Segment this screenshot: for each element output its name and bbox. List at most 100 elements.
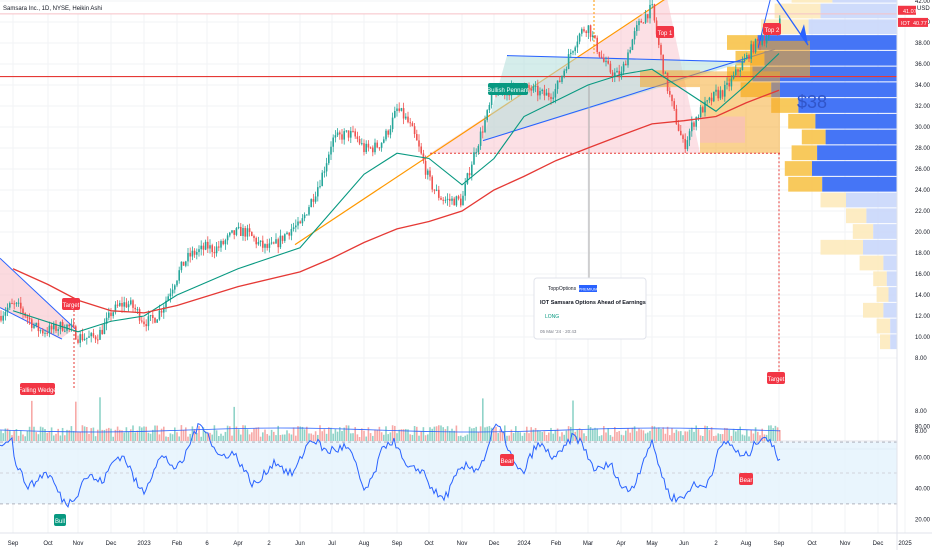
volume-bar bbox=[94, 436, 97, 441]
volume-bar bbox=[721, 434, 724, 441]
candle-body bbox=[717, 89, 719, 99]
volume-bar bbox=[174, 427, 176, 441]
volume-bar bbox=[391, 425, 394, 441]
candle-body bbox=[127, 304, 130, 308]
volume-bar bbox=[506, 435, 508, 441]
candle-body bbox=[167, 296, 169, 301]
volume-bar bbox=[81, 425, 84, 441]
time-tick-label: Sep bbox=[8, 541, 19, 547]
volume-bar bbox=[768, 425, 770, 441]
candle-body bbox=[660, 44, 662, 55]
volume-bar bbox=[640, 429, 642, 441]
time-tick-label: 2 bbox=[267, 541, 271, 547]
candle-body bbox=[356, 136, 359, 139]
time-tick-label: Dec bbox=[106, 541, 117, 547]
volume-bar bbox=[484, 427, 486, 441]
candle-body bbox=[451, 198, 453, 201]
volume-profile-bar bbox=[883, 302, 897, 318]
volume-profile-bar bbox=[883, 255, 897, 271]
candle-body bbox=[724, 84, 726, 97]
volume-profile-bar bbox=[774, 3, 821, 19]
volume-bar bbox=[204, 431, 207, 441]
volume-profile-bar bbox=[863, 302, 884, 318]
currency-label: USD bbox=[917, 6, 930, 12]
volume-bar bbox=[746, 430, 748, 441]
candle-body bbox=[721, 90, 724, 97]
candle-body bbox=[68, 324, 70, 327]
volume-bar bbox=[218, 436, 220, 441]
volume-profile-bar bbox=[815, 113, 897, 129]
candle-body bbox=[187, 252, 189, 262]
volume-bar bbox=[70, 426, 73, 441]
volume-bar bbox=[209, 432, 211, 441]
price-tick-label: 20.00 bbox=[915, 230, 931, 236]
candle-body bbox=[231, 230, 233, 233]
volume-bar bbox=[519, 432, 521, 441]
candle-body bbox=[614, 72, 616, 77]
volume-bar bbox=[427, 434, 429, 441]
volume-bar bbox=[253, 428, 255, 441]
volume-bar bbox=[119, 429, 121, 441]
volume-bar bbox=[187, 436, 189, 441]
candle-body bbox=[567, 54, 570, 69]
volume-bar bbox=[301, 426, 304, 441]
candle-body bbox=[196, 252, 198, 255]
candle-body bbox=[385, 130, 387, 140]
volume-bar bbox=[299, 426, 301, 441]
volume-bar bbox=[730, 435, 733, 441]
volume-bar bbox=[396, 433, 398, 441]
projection-arrow-head bbox=[800, 24, 808, 46]
volume-bar bbox=[39, 426, 42, 441]
candle-body bbox=[706, 100, 708, 102]
volume-bar bbox=[748, 436, 750, 441]
candle-body bbox=[759, 40, 761, 45]
candle-body bbox=[446, 198, 449, 200]
candle-body bbox=[732, 75, 735, 79]
volume-bar bbox=[479, 426, 482, 441]
volume-bar bbox=[554, 430, 557, 441]
volume-bar bbox=[185, 427, 187, 441]
volume-bar bbox=[585, 436, 587, 441]
volume-bar bbox=[378, 426, 381, 441]
volume-bar bbox=[306, 426, 308, 441]
candle-body bbox=[424, 160, 427, 175]
volume-bar bbox=[361, 428, 363, 441]
price-tick-label: 16.00 bbox=[915, 272, 931, 278]
volume-bar bbox=[26, 430, 29, 441]
volume-profile-bar bbox=[846, 192, 897, 208]
volume-bar bbox=[286, 430, 288, 441]
volume-bar bbox=[42, 427, 44, 441]
candle-body bbox=[33, 325, 35, 328]
volume-bar bbox=[255, 427, 257, 441]
volume-bar bbox=[702, 435, 704, 441]
wedge-upper-line bbox=[0, 257, 76, 329]
volume-bar bbox=[284, 434, 286, 441]
candle-body bbox=[631, 39, 634, 50]
volume-bar bbox=[105, 428, 108, 441]
candle-body bbox=[581, 29, 583, 34]
candle-body bbox=[638, 21, 640, 26]
volume-bar bbox=[33, 426, 35, 441]
volume-bar bbox=[297, 426, 299, 441]
idea-author: ToppOptions bbox=[548, 286, 577, 292]
volume-bar bbox=[642, 430, 645, 441]
volume-bar bbox=[600, 435, 603, 441]
candle-body bbox=[583, 29, 585, 32]
candle-body bbox=[94, 336, 97, 340]
volume-bar bbox=[141, 427, 143, 441]
volume-bar bbox=[440, 425, 442, 441]
candle-body bbox=[433, 189, 436, 191]
target-label: Target bbox=[62, 298, 80, 310]
candle-body bbox=[748, 55, 750, 60]
price-tick-label: 28.00 bbox=[915, 146, 931, 152]
volume-bar bbox=[97, 429, 99, 441]
candle-body bbox=[57, 329, 59, 331]
volume-bar bbox=[770, 425, 772, 441]
candle-body bbox=[189, 252, 191, 257]
candle-body bbox=[752, 44, 755, 53]
volume-bar bbox=[163, 426, 165, 441]
volume-profile-bar bbox=[876, 287, 889, 302]
volume-bar bbox=[356, 434, 359, 441]
candle-body bbox=[754, 39, 757, 53]
